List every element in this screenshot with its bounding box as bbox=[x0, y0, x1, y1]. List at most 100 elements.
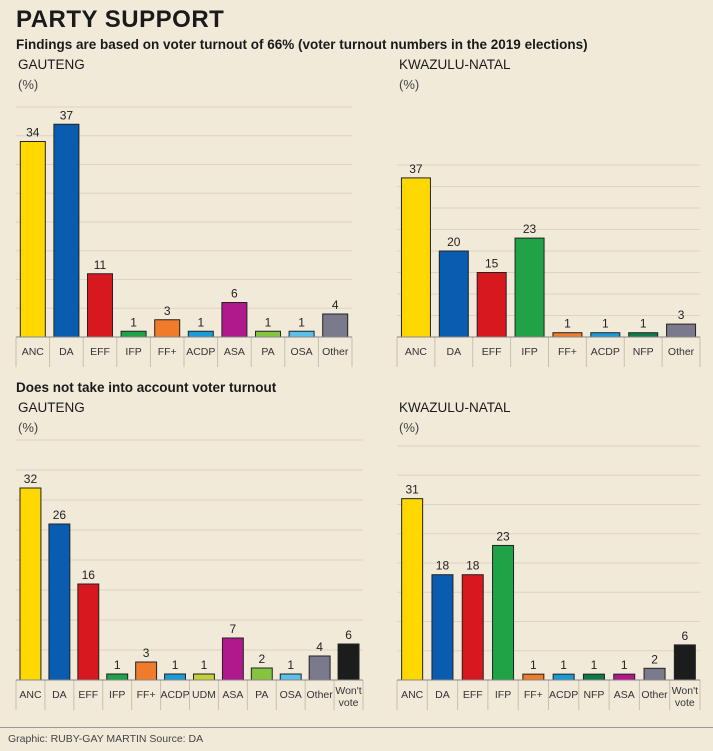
tick-label: OSA bbox=[291, 346, 313, 358]
tick-label: IFP bbox=[495, 689, 511, 701]
footer-credit: Graphic: RUBY-GAY MARTIN Source: DA bbox=[8, 733, 204, 745]
tick-label: ASA bbox=[614, 689, 635, 701]
tick-label: ANC bbox=[22, 346, 45, 358]
tick-label: EFF bbox=[482, 346, 502, 358]
tick-label: IFP bbox=[109, 689, 125, 701]
data-label: 1 bbox=[621, 658, 628, 672]
tick-label: ACDP bbox=[591, 346, 620, 358]
tick-label: Other bbox=[641, 689, 668, 701]
section-title-with-turnout: Findings are based on voter turnout of 6… bbox=[16, 37, 588, 52]
panel-title: GAUTENG bbox=[18, 400, 85, 415]
bar-other bbox=[643, 667, 666, 681]
data-label: 6 bbox=[345, 628, 352, 642]
bar-da bbox=[53, 123, 80, 338]
tick-label: FF+ bbox=[524, 689, 543, 701]
data-label: 1 bbox=[114, 658, 121, 672]
tick-label: ANC bbox=[401, 689, 424, 701]
tick-label: vote bbox=[675, 697, 695, 709]
data-label: 1 bbox=[287, 658, 294, 672]
tick-label: DA bbox=[52, 689, 67, 701]
data-label: 3 bbox=[143, 646, 150, 660]
data-label: 16 bbox=[82, 568, 96, 582]
data-label: 37 bbox=[409, 162, 423, 176]
tick-label: UDM bbox=[192, 689, 216, 701]
tick-label: EFF bbox=[463, 689, 483, 701]
tick-label: OSA bbox=[280, 689, 302, 701]
tick-label: FF+ bbox=[558, 346, 577, 358]
tick-label: Other bbox=[668, 346, 695, 358]
bar-nfp bbox=[582, 673, 605, 681]
tick-label: DA bbox=[59, 346, 74, 358]
data-label: 1 bbox=[560, 658, 567, 672]
tick-label: DA bbox=[447, 346, 462, 358]
data-label: 20 bbox=[447, 235, 461, 249]
tick-label: ANC bbox=[405, 346, 428, 358]
tick-label: ASA bbox=[222, 689, 243, 701]
bar-anc bbox=[401, 498, 424, 681]
tick-label: IFP bbox=[125, 346, 141, 358]
tick-label: FF+ bbox=[158, 346, 177, 358]
data-label: 2 bbox=[651, 652, 658, 666]
chart-main-title: PARTY SUPPORT bbox=[16, 6, 225, 33]
data-label: 18 bbox=[436, 559, 450, 573]
tick-label: Won't bbox=[335, 685, 361, 697]
data-label: 1 bbox=[591, 658, 598, 672]
tick-label: ACDP bbox=[186, 346, 215, 358]
y-axis-label: (%) bbox=[399, 77, 419, 92]
footer: Graphic: RUBY-GAY MARTIN Source: DA bbox=[0, 727, 713, 751]
tick-label: EFF bbox=[90, 346, 110, 358]
bar-anc bbox=[19, 141, 46, 338]
data-label: 26 bbox=[53, 508, 67, 522]
tick-label: FF+ bbox=[137, 689, 156, 701]
tick-label: NFP bbox=[633, 346, 654, 358]
data-label: 23 bbox=[523, 222, 537, 236]
data-label: 1 bbox=[201, 658, 208, 672]
bar-asa bbox=[613, 673, 636, 681]
tick-label: ACDP bbox=[160, 689, 189, 701]
data-label: 15 bbox=[485, 257, 499, 271]
tick-label: DA bbox=[435, 689, 450, 701]
bar-da bbox=[438, 250, 469, 338]
bar-won-t-vote bbox=[673, 644, 696, 681]
tick-label: Other bbox=[322, 346, 349, 358]
data-label: 1 bbox=[265, 315, 272, 329]
data-label: 23 bbox=[496, 529, 510, 543]
data-label: 6 bbox=[231, 287, 238, 301]
data-label: 3 bbox=[678, 308, 685, 322]
data-label: 37 bbox=[60, 108, 74, 122]
bar-eff bbox=[87, 273, 113, 338]
bar-ifp bbox=[492, 544, 515, 681]
tick-label: vote bbox=[339, 697, 359, 709]
tick-label: PA bbox=[261, 346, 274, 358]
panel-title: KWAZULU-NATAL bbox=[399, 57, 511, 72]
data-label: 1 bbox=[130, 315, 137, 329]
y-axis-label: (%) bbox=[399, 420, 419, 435]
bar-ifp bbox=[514, 237, 545, 338]
y-axis-label: (%) bbox=[18, 77, 38, 92]
data-label: 4 bbox=[332, 298, 339, 312]
data-label: 31 bbox=[405, 483, 419, 497]
data-label: 1 bbox=[172, 658, 179, 672]
panel-title: KWAZULU-NATAL bbox=[399, 400, 511, 415]
data-label: 11 bbox=[94, 258, 107, 272]
data-label: 7 bbox=[230, 622, 237, 636]
tick-label: IFP bbox=[521, 346, 537, 358]
tick-label: ANC bbox=[19, 689, 42, 701]
bar-eff bbox=[461, 574, 484, 681]
data-label: 1 bbox=[640, 317, 647, 331]
tick-label: Won't bbox=[672, 685, 698, 697]
data-label: 2 bbox=[258, 652, 265, 666]
data-label: 1 bbox=[530, 658, 537, 672]
data-label: 18 bbox=[466, 559, 480, 573]
data-label: 1 bbox=[298, 315, 305, 329]
tick-label: ACDP bbox=[549, 689, 578, 701]
tick-label: EFF bbox=[78, 689, 98, 701]
panel-title: GAUTENG bbox=[18, 57, 85, 72]
bar-da bbox=[431, 574, 454, 681]
tick-label: PA bbox=[255, 689, 268, 701]
data-label: 1 bbox=[564, 317, 571, 331]
